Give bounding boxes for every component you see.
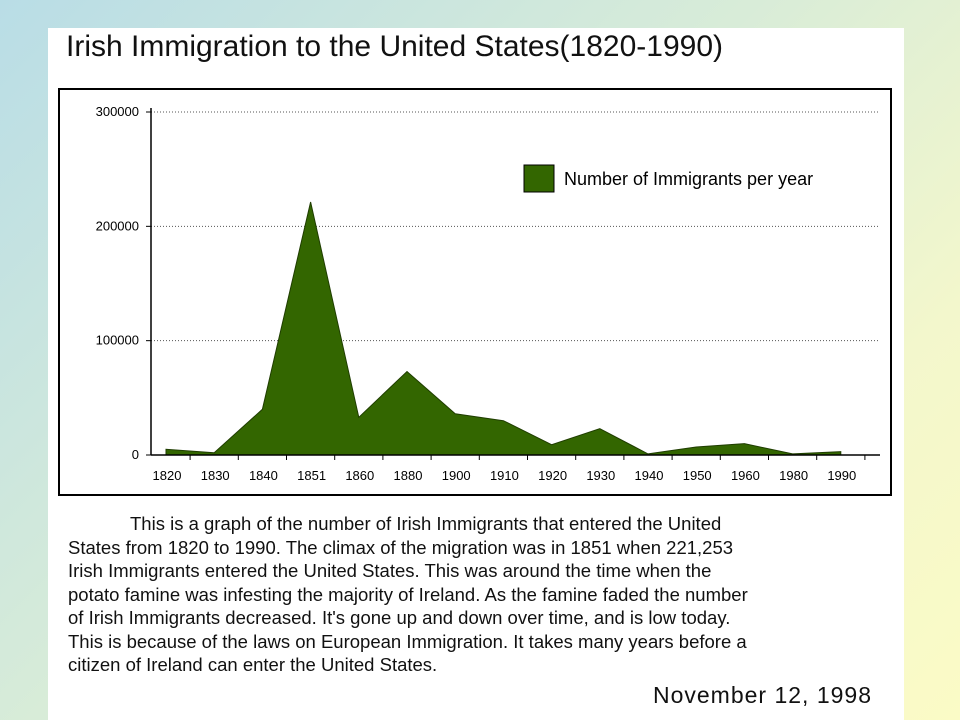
- content-panel: Irish Immigration to the United States(1…: [48, 28, 904, 720]
- area-series-fill: [165, 201, 842, 456]
- x-tick-label: 1851: [297, 468, 326, 483]
- legend-label: Number of Immigrants per year: [564, 169, 813, 189]
- x-tick-label: 1930: [586, 468, 615, 483]
- legend: Number of Immigrants per year: [523, 164, 813, 193]
- description-line: potato famine was infesting the majority…: [68, 583, 748, 605]
- area-series: [165, 201, 842, 456]
- chart-frame: 0 100000 200000 300000 1820 1830 1840 1851 1860…: [58, 88, 892, 496]
- axes: [150, 108, 880, 456]
- description-line: citizen of Ireland can enter the United …: [68, 654, 438, 675]
- grid-lines: [151, 111, 880, 342]
- description-line: Irish Immigrants entered the United Stat…: [68, 560, 712, 581]
- description-text: This is a graph of the number of Irish I…: [68, 512, 898, 677]
- x-tick-label: 1940: [635, 468, 664, 483]
- x-tick-label: 1830: [201, 468, 230, 483]
- x-tick-label: 1990: [827, 468, 856, 483]
- x-tick-label: 1980: [779, 468, 808, 483]
- y-tick-label: 100000: [96, 333, 139, 348]
- legend-swatch: [523, 164, 555, 193]
- area-chart: 0 100000 200000 300000 1820 1830 1840 1851 1860…: [96, 104, 880, 483]
- x-tick-label: 1920: [538, 468, 567, 483]
- x-tick-label: 1840: [249, 468, 278, 483]
- y-tick-label: 300000: [96, 104, 139, 119]
- chart-title: Irish Immigration to the United States(1…: [66, 30, 723, 63]
- x-tick-label: 1820: [153, 468, 182, 483]
- x-tick-label: 1860: [345, 468, 374, 483]
- description-line: This is a graph of the number of Irish I…: [130, 513, 722, 534]
- x-tick-label: 1880: [394, 468, 423, 483]
- x-tick-label: 1910: [490, 468, 519, 483]
- y-tick-labels: 0 100000 200000 300000: [96, 104, 151, 462]
- description-line: States from 1820 to 1990. The climax of …: [68, 536, 734, 558]
- x-tick-labels: 1820 1830 1840 1851 1860 1880 1900 1910 1920 1930…: [153, 455, 866, 483]
- y-tick-label: 200000: [96, 218, 139, 233]
- description-line: of Irish Immigrants decreased. It's gone…: [68, 607, 731, 628]
- x-tick-label: 1950: [683, 468, 712, 483]
- description-line: This is because of the laws on European …: [68, 630, 747, 652]
- y-tick-label: 0: [132, 447, 139, 462]
- date-stamp: November 12, 1998: [652, 682, 872, 708]
- x-tick-label: 1900: [442, 468, 471, 483]
- x-tick-label: 1960: [731, 468, 760, 483]
